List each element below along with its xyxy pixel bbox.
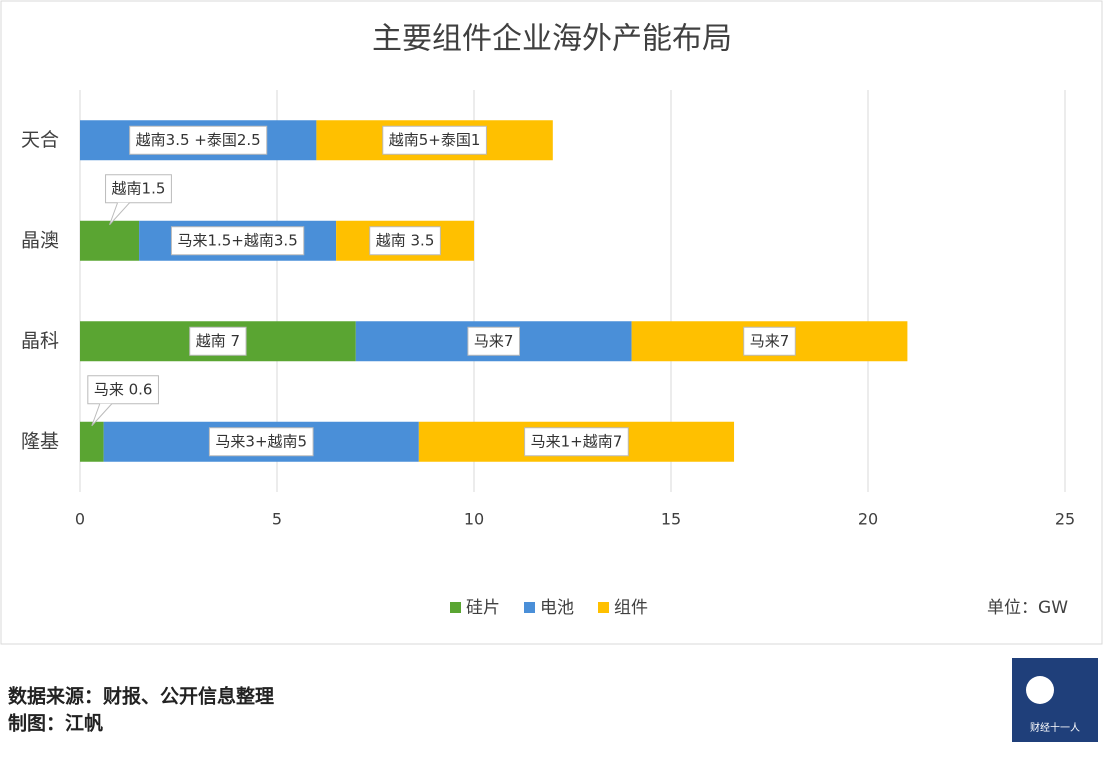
logo-box bbox=[1012, 658, 1098, 742]
legend-label: 硅片 bbox=[466, 598, 500, 618]
data-label: 马来 0.6 bbox=[94, 380, 153, 398]
legend-label: 组件 bbox=[614, 598, 648, 618]
data-label-box bbox=[369, 226, 441, 256]
logo-text: 财经十一人 bbox=[1030, 721, 1080, 734]
data-label: 越南1.5 bbox=[112, 179, 166, 197]
x-tick-label: 25 bbox=[1055, 510, 1075, 529]
data-label-box bbox=[105, 174, 172, 204]
data-label: 越南5+泰国1 bbox=[389, 131, 481, 149]
data-label-box bbox=[129, 125, 268, 155]
bar-segment bbox=[80, 421, 104, 462]
chart-title: 主要组件企业海外产能布局 bbox=[372, 22, 732, 57]
data-label: 越南 3.5 bbox=[376, 231, 435, 249]
unit-label: 单位：GW bbox=[987, 598, 1068, 618]
bar-segment bbox=[80, 220, 140, 261]
source-note: 数据来源：财报、公开信息整理 bbox=[8, 685, 274, 708]
data-label: 越南3.5 +泰国2.5 bbox=[136, 131, 261, 149]
callout-tail bbox=[91, 403, 113, 427]
data-label-box bbox=[87, 375, 159, 405]
data-label: 马来7 bbox=[474, 332, 514, 350]
x-tick-label: 0 bbox=[75, 510, 85, 529]
data-label: 越南 7 bbox=[196, 332, 240, 350]
y-tick-label: 晶澳 bbox=[21, 229, 59, 251]
data-label-box bbox=[467, 326, 520, 356]
y-tick-label: 隆基 bbox=[21, 430, 59, 452]
x-tick-label: 5 bbox=[272, 510, 282, 529]
data-label-box bbox=[170, 226, 305, 256]
legend-swatch bbox=[450, 602, 461, 613]
data-label-box bbox=[382, 125, 487, 155]
x-tick-label: 20 bbox=[858, 510, 878, 529]
y-tick-label: 天合 bbox=[21, 129, 59, 151]
author-note: 制图：江帆 bbox=[8, 712, 103, 735]
data-label-box bbox=[189, 326, 247, 356]
data-label: 马来1.5+越南3.5 bbox=[177, 231, 297, 249]
data-label-box bbox=[743, 326, 796, 356]
x-tick-label: 15 bbox=[661, 510, 681, 529]
callout-tail bbox=[109, 202, 130, 226]
data-label-box bbox=[524, 427, 629, 457]
data-label: 马来3+越南5 bbox=[215, 432, 307, 450]
legend-label: 电池 bbox=[540, 598, 574, 618]
data-label-box bbox=[208, 427, 314, 457]
data-label: 马来7 bbox=[750, 332, 790, 350]
x-tick-label: 10 bbox=[464, 510, 484, 529]
data-label: 马来1+越南7 bbox=[531, 432, 623, 450]
y-tick-label: 晶科 bbox=[21, 330, 59, 352]
legend-swatch bbox=[598, 602, 609, 613]
legend-swatch bbox=[524, 602, 535, 613]
logo-globe bbox=[1026, 676, 1054, 704]
